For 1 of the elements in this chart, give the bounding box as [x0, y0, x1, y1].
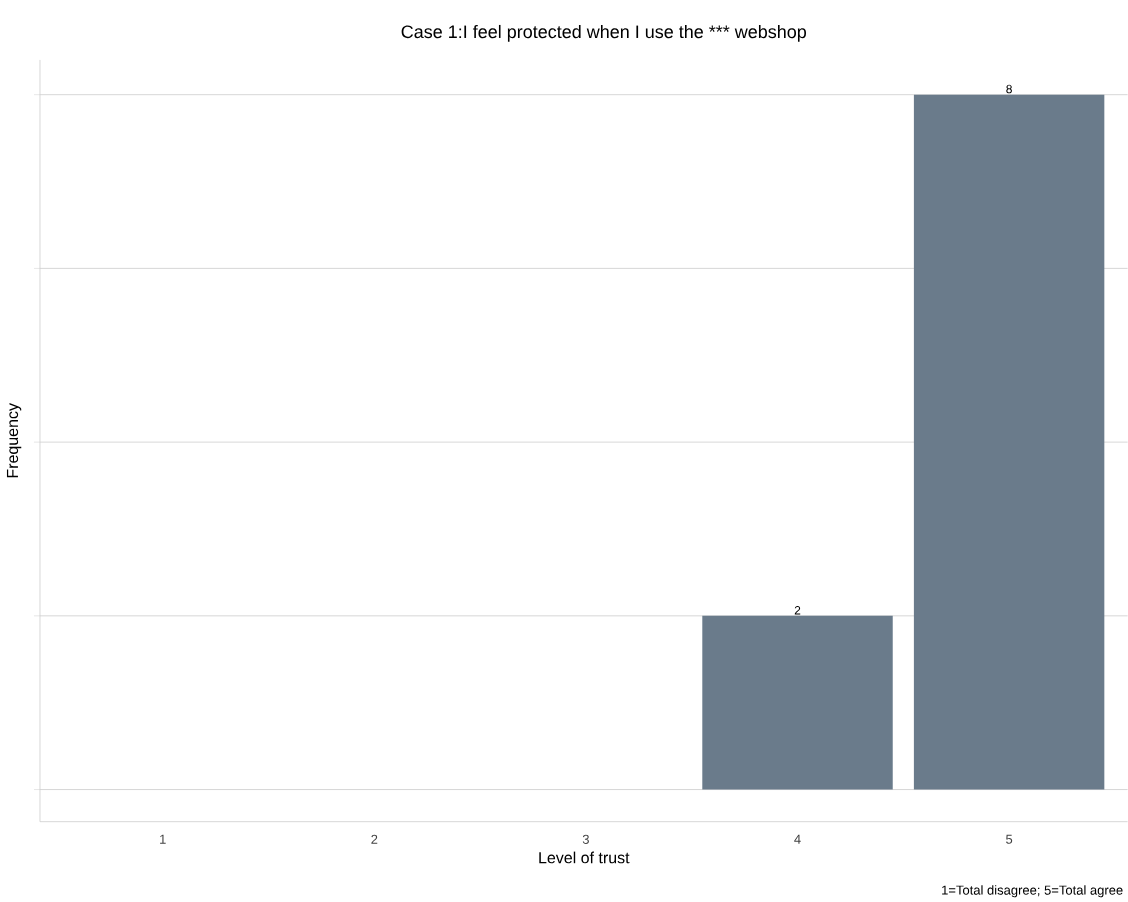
chart-title: Case 1:I feel protected when I use the *** webshop	[401, 25, 807, 42]
